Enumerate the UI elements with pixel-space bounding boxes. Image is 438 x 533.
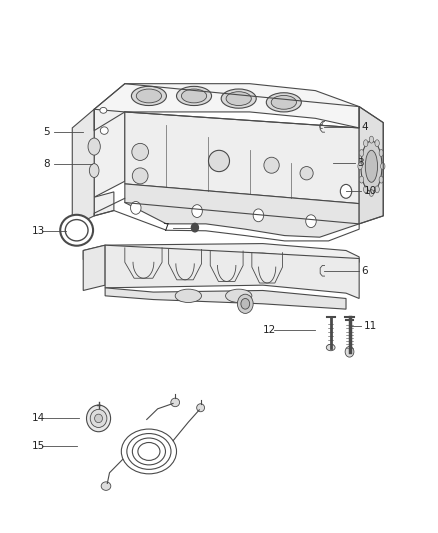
Polygon shape (72, 109, 94, 227)
Circle shape (241, 298, 250, 309)
Text: 6: 6 (361, 266, 368, 276)
Ellipse shape (88, 138, 100, 155)
Ellipse shape (300, 166, 313, 180)
Ellipse shape (208, 150, 230, 172)
Ellipse shape (100, 127, 108, 134)
Ellipse shape (95, 414, 102, 423)
Ellipse shape (375, 140, 379, 147)
Circle shape (237, 294, 253, 313)
Polygon shape (83, 245, 105, 290)
Text: 12: 12 (263, 325, 276, 335)
Text: 11: 11 (364, 321, 377, 331)
Text: 15: 15 (32, 441, 45, 451)
Ellipse shape (132, 143, 148, 160)
Text: 3: 3 (357, 158, 364, 167)
Ellipse shape (369, 190, 374, 197)
Ellipse shape (136, 89, 162, 103)
Text: 10: 10 (364, 187, 377, 196)
Ellipse shape (171, 398, 180, 407)
Text: 14: 14 (32, 414, 45, 423)
Ellipse shape (375, 186, 379, 193)
Ellipse shape (100, 108, 107, 113)
Ellipse shape (132, 168, 148, 184)
Polygon shape (94, 192, 114, 216)
Circle shape (306, 215, 316, 228)
Text: 7: 7 (162, 223, 169, 232)
Ellipse shape (361, 141, 382, 192)
Ellipse shape (266, 93, 301, 112)
Polygon shape (105, 288, 346, 309)
Ellipse shape (226, 92, 251, 106)
Ellipse shape (60, 215, 93, 246)
Ellipse shape (379, 176, 384, 183)
Ellipse shape (177, 86, 212, 106)
Ellipse shape (131, 86, 166, 106)
Polygon shape (125, 112, 359, 204)
Ellipse shape (271, 95, 297, 109)
Ellipse shape (175, 289, 201, 303)
Ellipse shape (359, 150, 364, 157)
Polygon shape (359, 107, 383, 224)
Ellipse shape (364, 186, 368, 193)
Ellipse shape (369, 136, 374, 143)
Polygon shape (105, 245, 359, 298)
Ellipse shape (358, 163, 362, 170)
Ellipse shape (364, 140, 368, 147)
Ellipse shape (65, 220, 88, 241)
Ellipse shape (89, 164, 99, 177)
Circle shape (131, 201, 141, 214)
Circle shape (253, 209, 264, 222)
Text: 4: 4 (361, 122, 368, 132)
Ellipse shape (101, 482, 111, 490)
Ellipse shape (365, 150, 378, 182)
Ellipse shape (221, 89, 256, 108)
Text: 5: 5 (43, 127, 49, 137)
Circle shape (345, 346, 354, 357)
Ellipse shape (359, 176, 364, 183)
Text: 8: 8 (43, 159, 49, 168)
Circle shape (340, 184, 352, 198)
Ellipse shape (226, 289, 252, 303)
Text: ƈ: ƈ (319, 123, 323, 131)
Ellipse shape (90, 409, 107, 427)
Polygon shape (94, 109, 125, 197)
Polygon shape (125, 184, 359, 237)
Circle shape (192, 205, 202, 217)
Ellipse shape (86, 405, 110, 432)
Polygon shape (94, 84, 359, 131)
Ellipse shape (326, 344, 335, 351)
Ellipse shape (197, 404, 205, 411)
Ellipse shape (264, 157, 279, 173)
Polygon shape (83, 244, 359, 262)
Ellipse shape (381, 163, 385, 170)
Text: 13: 13 (32, 226, 45, 236)
Ellipse shape (181, 89, 207, 103)
Circle shape (191, 223, 198, 232)
Ellipse shape (379, 150, 384, 157)
